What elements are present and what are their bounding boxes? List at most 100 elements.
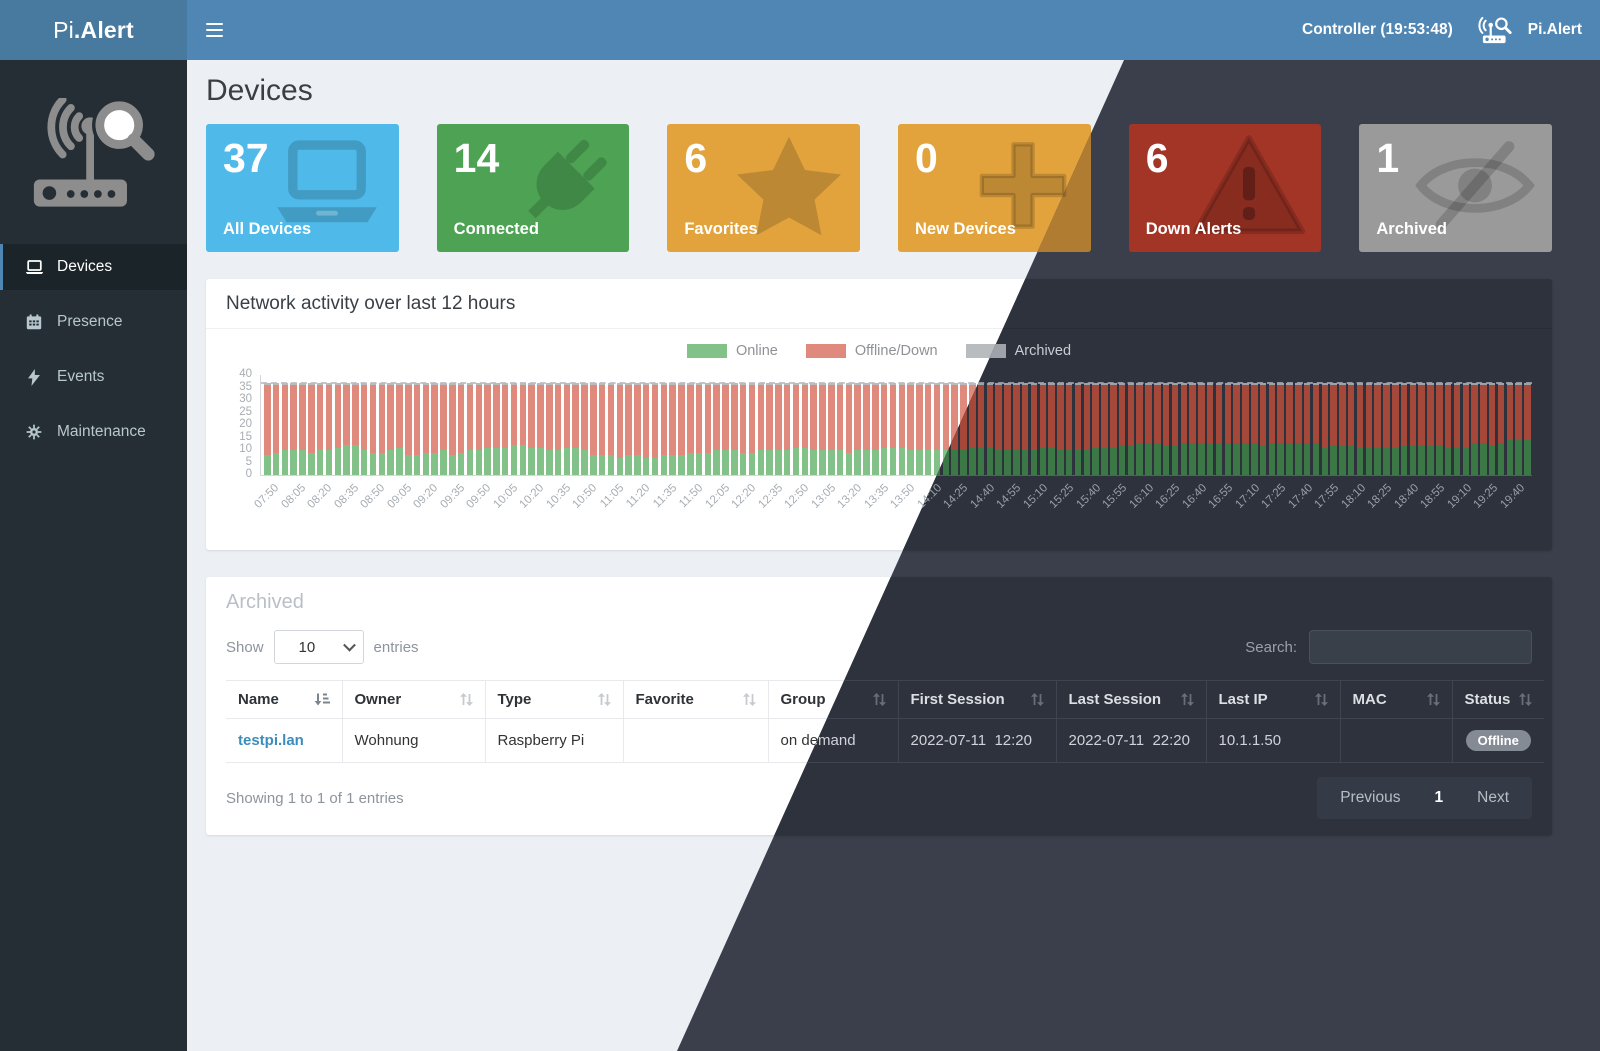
legend-item-online[interactable]: Online (686, 343, 778, 359)
chart-bar (1277, 382, 1284, 475)
chart-bar (1215, 382, 1223, 475)
summary-card-favorites[interactable]: 6 Favorites (667, 124, 861, 252)
navbar: Controller (19:53:48) (187, 0, 1600, 60)
archived-panel-title: Archived (226, 591, 304, 613)
sidebar-item-maintenance[interactable]: Maintenance (0, 409, 187, 455)
x-axis-tick-label: 08:50 (358, 482, 388, 511)
sidebar-item-label: Events (57, 368, 105, 385)
sidebar-toggle-button[interactable] (189, 0, 239, 60)
x-axis-tick-label: 10:35 (544, 482, 574, 511)
legend-swatch-offline (805, 344, 846, 358)
summary-card-all-devices[interactable]: 37 All Devices (206, 124, 399, 252)
sidebar-item-events[interactable]: Events (0, 354, 187, 400)
summary-card-archived[interactable]: 1 Archived (1359, 124, 1553, 252)
app-name-link[interactable]: Pi.Alert (1527, 21, 1582, 38)
chart-bar (1171, 382, 1179, 475)
device-link[interactable]: testpi.lan (238, 732, 304, 749)
chart-bar (1092, 382, 1099, 475)
column-header-name[interactable]: Name (226, 680, 343, 719)
summary-card-connected[interactable]: 14 Connected (436, 124, 630, 252)
x-axis-tick-label: 17:25 (1259, 482, 1289, 511)
column-header-last-ip[interactable]: Last IP (1205, 680, 1341, 719)
legend-item-offline-down[interactable]: Offline/Down (805, 343, 938, 359)
chart-bar (1259, 382, 1267, 475)
x-axis-tick-label: 19:40 (1498, 482, 1528, 511)
x-axis-tick-label: 18:55 (1418, 482, 1448, 511)
column-header-last-session[interactable]: Last Session (1055, 680, 1207, 719)
chart-bar (510, 382, 518, 475)
x-axis-tick-label: 09:20 (411, 482, 441, 511)
bolt-icon (24, 368, 44, 386)
chart-bar (810, 382, 817, 475)
controller-status-link[interactable]: Controller (19:53:48) (1302, 21, 1453, 38)
column-header-owner[interactable]: Owner (341, 680, 486, 719)
summary-card-down-alerts[interactable]: 6 Down Alerts (1128, 124, 1322, 252)
x-axis-tick-label: 19:25 (1471, 482, 1501, 511)
chart-bar (739, 382, 747, 475)
chart-bar (457, 382, 465, 475)
x-axis-tick-label: 11:05 (597, 482, 627, 511)
card-value: 14 (453, 135, 500, 181)
chart-bar (634, 382, 641, 475)
sidebar-item-devices[interactable]: Devices (0, 244, 187, 290)
chart-bar (501, 382, 509, 475)
column-header-favorite[interactable]: Favorite (622, 680, 769, 719)
chart-bar (1118, 382, 1126, 475)
chart-bar (783, 382, 791, 475)
cell-name: testpi.lan (226, 718, 343, 763)
search-input[interactable] (1309, 630, 1532, 664)
chart-bar (1021, 382, 1029, 475)
brand-logo-link[interactable]: Pi.Alert (0, 0, 187, 60)
chart-bar (687, 382, 694, 475)
next-page-button[interactable]: Next (1477, 789, 1509, 806)
chart-bar (651, 382, 659, 475)
chart-bar (1524, 382, 1531, 475)
chart-bar (1286, 382, 1293, 475)
chart-bar (1418, 382, 1425, 475)
cell-first-session: 2022-07-11 12:20 (897, 718, 1057, 763)
chart-bar (986, 382, 994, 475)
chart-bar (475, 382, 482, 475)
chart-bar (466, 382, 474, 475)
chart-bar (1330, 382, 1337, 475)
chart-bar (1004, 382, 1011, 475)
router-scan-icon[interactable] (1477, 16, 1514, 44)
warning-triangle-icon (1193, 134, 1306, 242)
plus-icon (971, 134, 1075, 243)
chart-bar (563, 382, 571, 475)
x-axis-tick-label: 19:10 (1445, 482, 1475, 511)
chart-bar (836, 382, 844, 475)
column-header-mac[interactable]: MAC (1339, 680, 1453, 719)
legend-label: Offline/Down (854, 343, 938, 359)
chart-bar (863, 382, 870, 475)
sidebar-item-label: Devices (57, 258, 113, 275)
chart-bar (440, 382, 447, 475)
column-header-type[interactable]: Type (484, 680, 624, 719)
column-header-first-session[interactable]: First Session (897, 680, 1057, 719)
page-number-button[interactable]: 1 (1434, 789, 1444, 806)
cell-last-ip: 10.1.1.50 (1205, 718, 1341, 763)
x-axis-tick-label: 13:20 (835, 482, 865, 511)
x-axis-tick-label: 12:35 (756, 482, 786, 511)
entries-info: Showing 1 to 1 of 1 entries (226, 789, 404, 807)
page-title: Devices (206, 74, 313, 107)
chart-bar (572, 382, 579, 475)
chart-bar (272, 382, 280, 475)
sort-both-icon (742, 693, 756, 706)
sidebar-item-presence[interactable]: Presence (0, 299, 187, 345)
legend-label: Online (735, 343, 778, 359)
top-navbar: Pi.Alert Controller (19:53:48) (0, 0, 1600, 60)
x-axis-tick-label: 15:55 (1100, 482, 1130, 511)
chart-bar (995, 382, 1002, 475)
x-axis-tick-label: 15:40 (1074, 482, 1104, 511)
chart-bar (1145, 382, 1152, 475)
chart-bar (625, 382, 632, 475)
column-header-status[interactable]: Status (1451, 680, 1544, 719)
chart-bar (1392, 382, 1399, 475)
previous-page-button[interactable]: Previous (1340, 789, 1401, 806)
entries-per-page-select[interactable]: 10 (273, 630, 364, 664)
x-axis-tick-label: 12:50 (782, 482, 812, 511)
chart-bar (598, 382, 606, 475)
chart-bar (1488, 382, 1496, 475)
